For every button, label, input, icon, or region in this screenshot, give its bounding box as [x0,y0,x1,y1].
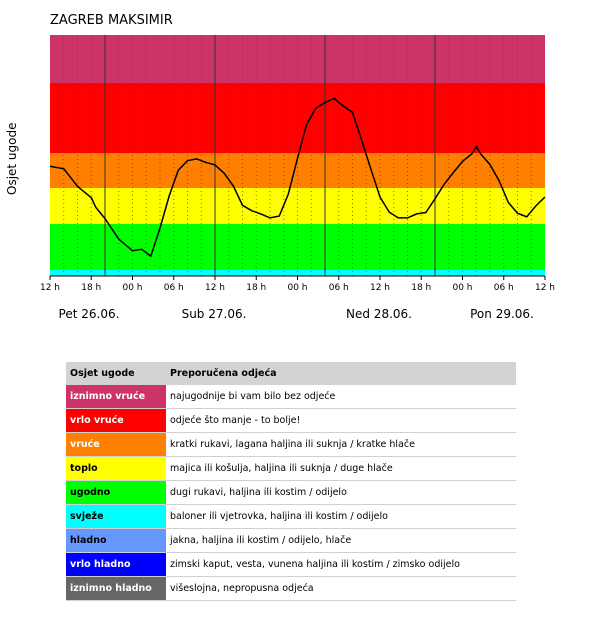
x-tick-label: 18 h [246,283,266,293]
legend-header-level: Osjet ugode [66,362,166,385]
legend-level-cell: vruće [66,432,166,457]
day-label: Sub 27.06. [181,307,247,321]
x-tick-label: 06 h [164,283,184,293]
x-tick-label: 12 h [40,283,60,293]
legend-level-cell: svježe [66,504,166,529]
band-vrlo-vruće [50,83,545,153]
legend-row: iznimno vruće najugodnije bi vam bilo bez… [66,385,516,409]
legend-row: hladno jakna, haljina ili kostim / odijel… [66,528,516,553]
legend-advice-cell: odjeće što manje - to bolje! [166,408,516,433]
legend-row: ugodno dugi rukavi, haljina ili kostim / … [66,480,516,505]
x-tick-label: 18 h [411,283,431,293]
x-tick-label: 00 h [122,283,142,293]
legend-row: iznimno hladno višeslojna, nepropusna odj… [66,576,516,601]
comfort-line [49,97,546,258]
x-tick-label: 00 h [287,283,307,293]
legend-row: vrlo hladno zimski kaput, vesta, vunena h… [66,552,516,577]
day-label: Pet 26.06. [58,307,120,321]
legend-advice-cell: zimski kaput, vesta, vunena haljina ili … [166,552,516,577]
band-svježe [50,270,545,276]
legend-row: vruće kratki rukavi, lagana haljina ili s… [66,432,516,457]
legend-level-cell: vrlo hladno [66,552,166,577]
chart-title: ZAGREB MAKSIMIR [50,13,173,28]
comfort-chart: 12 h 18 h 00 h 06 h 12 h 18 h 00 h 06 h 12 h 18 h… [40,35,555,293]
legend-advice-cell: kratki rukavi, lagana haljina ili suknja… [166,432,516,457]
clothing-legend-table: Osjet ugode Preporučena odjeća iznimno v… [66,362,516,601]
x-tick-label: 12 h [370,283,390,293]
x-tick-label: 12 h [205,283,225,293]
legend-level-cell: vrlo vruće [66,408,166,433]
legend-advice-cell: jakna, haljina ili kostim / odijelo, hla… [166,528,516,553]
legend-advice-cell: baloner ili vjetrovka, haljina ili kosti… [166,504,516,529]
legend-level-cell: iznimno hladno [66,576,166,601]
legend-header-row: Osjet ugode Preporučena odjeća [66,362,516,385]
day-label: Ned 28.06. [346,307,412,321]
x-tick-label: 00 h [452,283,472,293]
x-tick-label: 12 h [535,283,555,293]
x-tick-label: 06 h [494,283,514,293]
legend-level-cell: toplo [66,456,166,481]
x-tick-label: 18 h [81,283,101,293]
legend-header-advice: Preporučena odjeća [166,362,516,385]
legend-advice-cell: višeslojna, nepropusna odjeća [166,576,516,601]
legend-row: vrlo vruće odjeće što manje - to bolje! [66,408,516,433]
legend-row: svježe baloner ili vjetrovka, haljina ili… [66,504,516,529]
legend-advice-cell: majica ili košulja, haljina ili suknja /… [166,456,516,481]
band-toplo [50,188,545,224]
legend-row: toplo majica ili košulja, haljina ili suk… [66,456,516,481]
day-label: Pon 29.06. [470,307,534,321]
legend-level-cell: hladno [66,528,166,553]
legend-level-cell: iznimno vruće [66,385,166,409]
legend-level-cell: ugodno [66,480,166,505]
legend-advice-cell: dugi rukavi, haljina ili kostim / odijel… [166,480,516,505]
legend-advice-cell: najugodnije bi vam bilo bez odjeće [166,385,516,409]
x-tick-label: 06 h [329,283,349,293]
